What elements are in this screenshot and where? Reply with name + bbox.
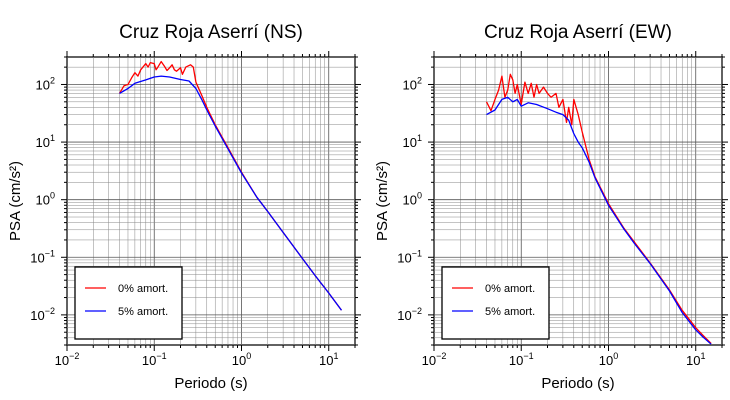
y-tick-label: 101: [403, 133, 422, 150]
legend: 0% amort. 5% amort.: [74, 266, 183, 340]
y-tick-label: 102: [403, 75, 422, 92]
y-tick-label: 102: [36, 75, 55, 92]
axis-ticks: [61, 51, 361, 351]
x-axis-label: Periodo (s): [541, 375, 614, 392]
x-tick-label: 10−1: [142, 351, 167, 368]
y-axis-label: PSA (cm/s²): [7, 161, 24, 241]
x-tick-label: 10−2: [55, 351, 80, 368]
y-tick-label: 100: [36, 191, 55, 208]
series-line-5pct: [119, 75, 343, 311]
data-series: [485, 73, 712, 345]
legend-label-0pct: 0% amort.: [118, 283, 168, 295]
axis-ticks: [428, 51, 728, 351]
legend-label-0pct: 0% amort.: [485, 283, 535, 295]
x-tick-label: 101: [319, 351, 338, 368]
legend: 0% amort. 5% amort.: [441, 266, 550, 340]
legend-box: [441, 266, 550, 340]
x-axis-label: Periodo (s): [174, 375, 247, 392]
y-tick-label: 10−1: [397, 248, 422, 265]
y-tick-label: 10−1: [30, 248, 55, 265]
chart-panel-ew: 10−2 10−1 100 101 10−2 10−1 100 101 102 Cruz Roj…: [374, 22, 728, 392]
series-line-5pct: [486, 96, 712, 345]
y-axis-label: PSA (cm/s²): [374, 161, 391, 241]
x-tick-label: 10−2: [422, 351, 447, 368]
y-tick-label: 100: [403, 191, 422, 208]
x-tick-label: 101: [686, 351, 705, 368]
chart-title: Cruz Roja Aserrí (EW): [484, 22, 672, 43]
data-series: [118, 60, 343, 311]
tick-labels: 10−2 10−1 100 101 10−2 10−1 100 101 102: [397, 75, 705, 368]
y-tick-label: 101: [36, 133, 55, 150]
legend-label-5pct: 5% amort.: [485, 306, 535, 318]
legend-label-5pct: 5% amort.: [118, 306, 168, 318]
x-tick-label: 10−1: [509, 351, 534, 368]
tick-labels: 10−2 10−1 100 101 10−2 10−1 100 101 102: [30, 75, 338, 368]
y-tick-label: 10−2: [397, 306, 422, 323]
chart-panel-ns: 10−2 10−1 100 101 10−2 10−1 100 101 102 Cruz Roj…: [7, 22, 361, 392]
y-tick-label: 10−2: [30, 306, 55, 323]
x-tick-label: 100: [599, 351, 618, 368]
x-tick-label: 100: [232, 351, 251, 368]
legend-box: [74, 266, 183, 340]
chart-title: Cruz Roja Aserrí (NS): [119, 22, 303, 43]
